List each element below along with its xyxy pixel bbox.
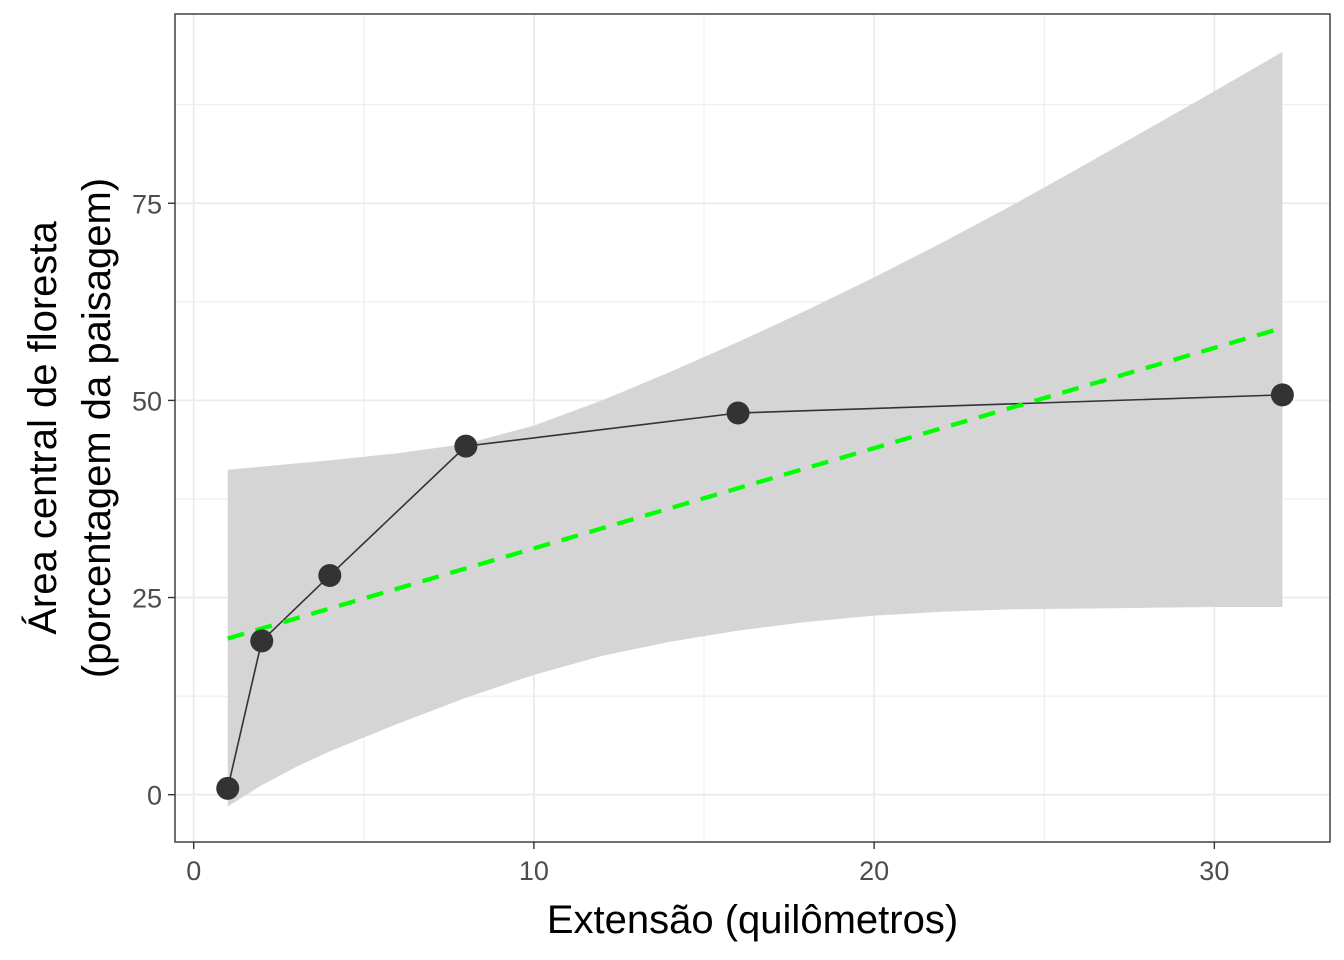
data-point: [318, 563, 342, 587]
linear-fit-line: [227, 325, 1283, 641]
x-tick-label: 20: [859, 856, 889, 886]
y-tick-label: 50: [132, 386, 162, 416]
y-axis-ticks: 0 25 50 75: [132, 189, 175, 811]
data-point: [250, 629, 274, 653]
data-points: [216, 383, 1294, 800]
confidence-band: [227, 51, 1283, 807]
x-tick-label: 0: [186, 856, 201, 886]
panel-border: [174, 13, 1331, 843]
y-tick-label: 0: [147, 781, 162, 811]
y-tick-label: 25: [132, 584, 162, 614]
x-axis-ticks: 0 10 20 30: [186, 842, 1229, 886]
x-tick-label: 10: [519, 856, 549, 886]
data-point: [216, 776, 240, 800]
data-point: [1270, 383, 1294, 407]
data-point: [726, 401, 750, 425]
x-tick-label: 30: [1199, 856, 1229, 886]
observed-line: [226, 394, 1283, 789]
y-axis-title-line2: (porcentagem da paisagem): [75, 178, 119, 678]
y-tick-label: 75: [132, 189, 162, 219]
data-point: [454, 434, 478, 458]
x-axis-title: Extensão (quilômetros): [547, 898, 958, 942]
y-axis-title-line1: Área central de floresta: [20, 220, 65, 634]
